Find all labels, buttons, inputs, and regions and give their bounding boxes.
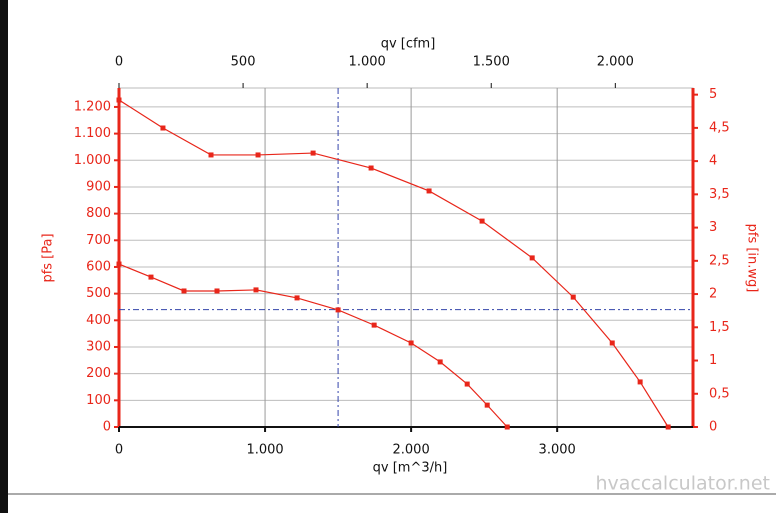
x-tick-label: 2.000 [393, 443, 430, 458]
curve-point [255, 152, 261, 158]
y2-tick-label: 4 [709, 154, 717, 169]
y2-tick-label: 3,5 [709, 187, 730, 202]
y2-tick-label: 4,5 [709, 120, 730, 135]
y2-tick-label: 2,5 [709, 253, 730, 268]
y-tick-label: 1.000 [74, 153, 111, 168]
curve-point [253, 287, 259, 293]
y-tick-label: 1.100 [74, 126, 111, 141]
curve-point [665, 424, 671, 430]
curve-point [426, 188, 432, 194]
y-tick-label: 600 [86, 259, 111, 274]
curve-point [504, 424, 510, 430]
y-tick-label: 100 [86, 393, 111, 408]
y-tick-label: 400 [86, 313, 111, 328]
x-tick-label: 1.000 [246, 443, 283, 458]
curve-point [208, 152, 214, 158]
curve-point [479, 218, 485, 224]
x2-tick-label: 1.000 [349, 55, 386, 70]
curve-point [437, 359, 443, 365]
y2-tick-label: 1,5 [709, 320, 730, 335]
watermark: hvaccalculator.net [595, 473, 770, 495]
y-tick-label: 200 [86, 366, 111, 381]
x-axis-label: qv [m^3/h] [373, 461, 448, 476]
y-tick-label: 500 [86, 286, 111, 301]
y-tick-label: 900 [86, 179, 111, 194]
y-tick-label: 300 [86, 339, 111, 354]
curve-point [408, 340, 414, 346]
y2-tick-label: 0,5 [709, 386, 730, 401]
y2-tick-label: 1 [709, 353, 717, 368]
left-strip [0, 0, 8, 513]
y-axis-label: pfs [Pa] [41, 233, 56, 282]
y-tick-label: 0 [103, 420, 111, 435]
y2-tick-label: 0 [709, 420, 717, 435]
curve-point [371, 322, 377, 328]
curve-point [116, 261, 122, 267]
x2-axis-label: qv [cfm] [381, 37, 436, 52]
curve-point [464, 381, 470, 387]
y-tick-label: 700 [86, 233, 111, 248]
curve-point [637, 379, 643, 385]
curve-point [310, 150, 316, 156]
curve-point [368, 165, 374, 171]
x2-tick-label: 1.500 [473, 55, 510, 70]
y-tick-label: 800 [86, 206, 111, 221]
curve-point [529, 255, 535, 261]
curve-point [181, 288, 187, 294]
x-tick-label: 0 [115, 443, 123, 458]
curve-point [294, 295, 300, 301]
x-tick-label: 3.000 [539, 443, 576, 458]
curve-point [484, 402, 490, 408]
curve-point [335, 307, 341, 313]
x2-tick-label: 500 [231, 55, 256, 70]
curve-point [570, 294, 576, 300]
curve-point [116, 97, 122, 103]
curve-point [214, 288, 220, 294]
y2-tick-label: 5 [709, 87, 717, 102]
y2-axis-label: pfs [in.wg] [745, 224, 760, 293]
x2-tick-label: 0 [115, 55, 123, 70]
y2-tick-label: 3 [709, 220, 717, 235]
y2-tick-label: 2 [709, 287, 717, 302]
y-tick-label: 1.200 [74, 99, 111, 114]
x2-tick-label: 2.000 [597, 55, 634, 70]
curve-point [148, 274, 154, 280]
curve-point [609, 340, 615, 346]
curve-point [160, 125, 166, 131]
